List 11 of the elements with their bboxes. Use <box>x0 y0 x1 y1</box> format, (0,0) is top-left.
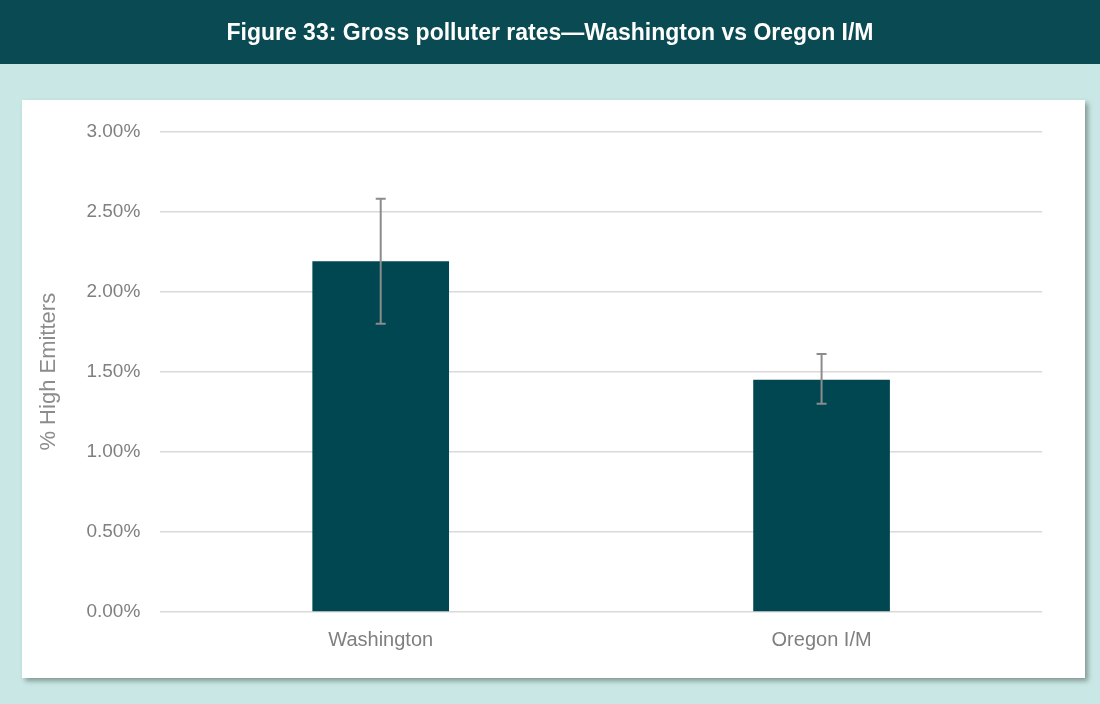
y-tick-label: 2.00% <box>86 279 141 301</box>
x-tick-label: Washington <box>328 627 434 650</box>
y-tick-label: 1.00% <box>86 440 141 462</box>
y-tick-label: 0.00% <box>86 600 141 622</box>
y-tick-label: 1.50% <box>86 359 141 381</box>
y-tick-label: 0.50% <box>86 520 141 542</box>
x-tick-label: Oregon I/M <box>771 627 872 650</box>
chart-title: Figure 33: Gross polluter rates—Washington vs Oregon I/M <box>0 0 1100 64</box>
y-axis-title: % High Emitters <box>35 292 61 451</box>
y-tick-label: 3.00% <box>86 119 141 141</box>
y-tick-label: 2.50% <box>86 199 141 221</box>
